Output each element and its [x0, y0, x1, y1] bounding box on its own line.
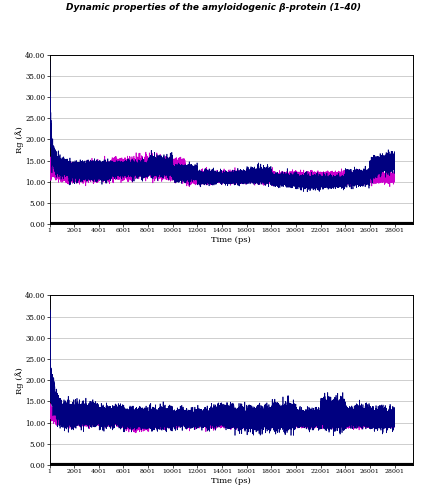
Y-axis label: Rg (Å): Rg (Å)	[15, 126, 24, 152]
X-axis label: Time (ps): Time (ps)	[211, 236, 251, 244]
Text: Dynamic properties of the amyloidogenic β-protein (1–40): Dynamic properties of the amyloidogenic …	[66, 2, 362, 12]
Y-axis label: Rg (Å): Rg (Å)	[15, 367, 24, 394]
X-axis label: Time (ps): Time (ps)	[211, 477, 251, 485]
